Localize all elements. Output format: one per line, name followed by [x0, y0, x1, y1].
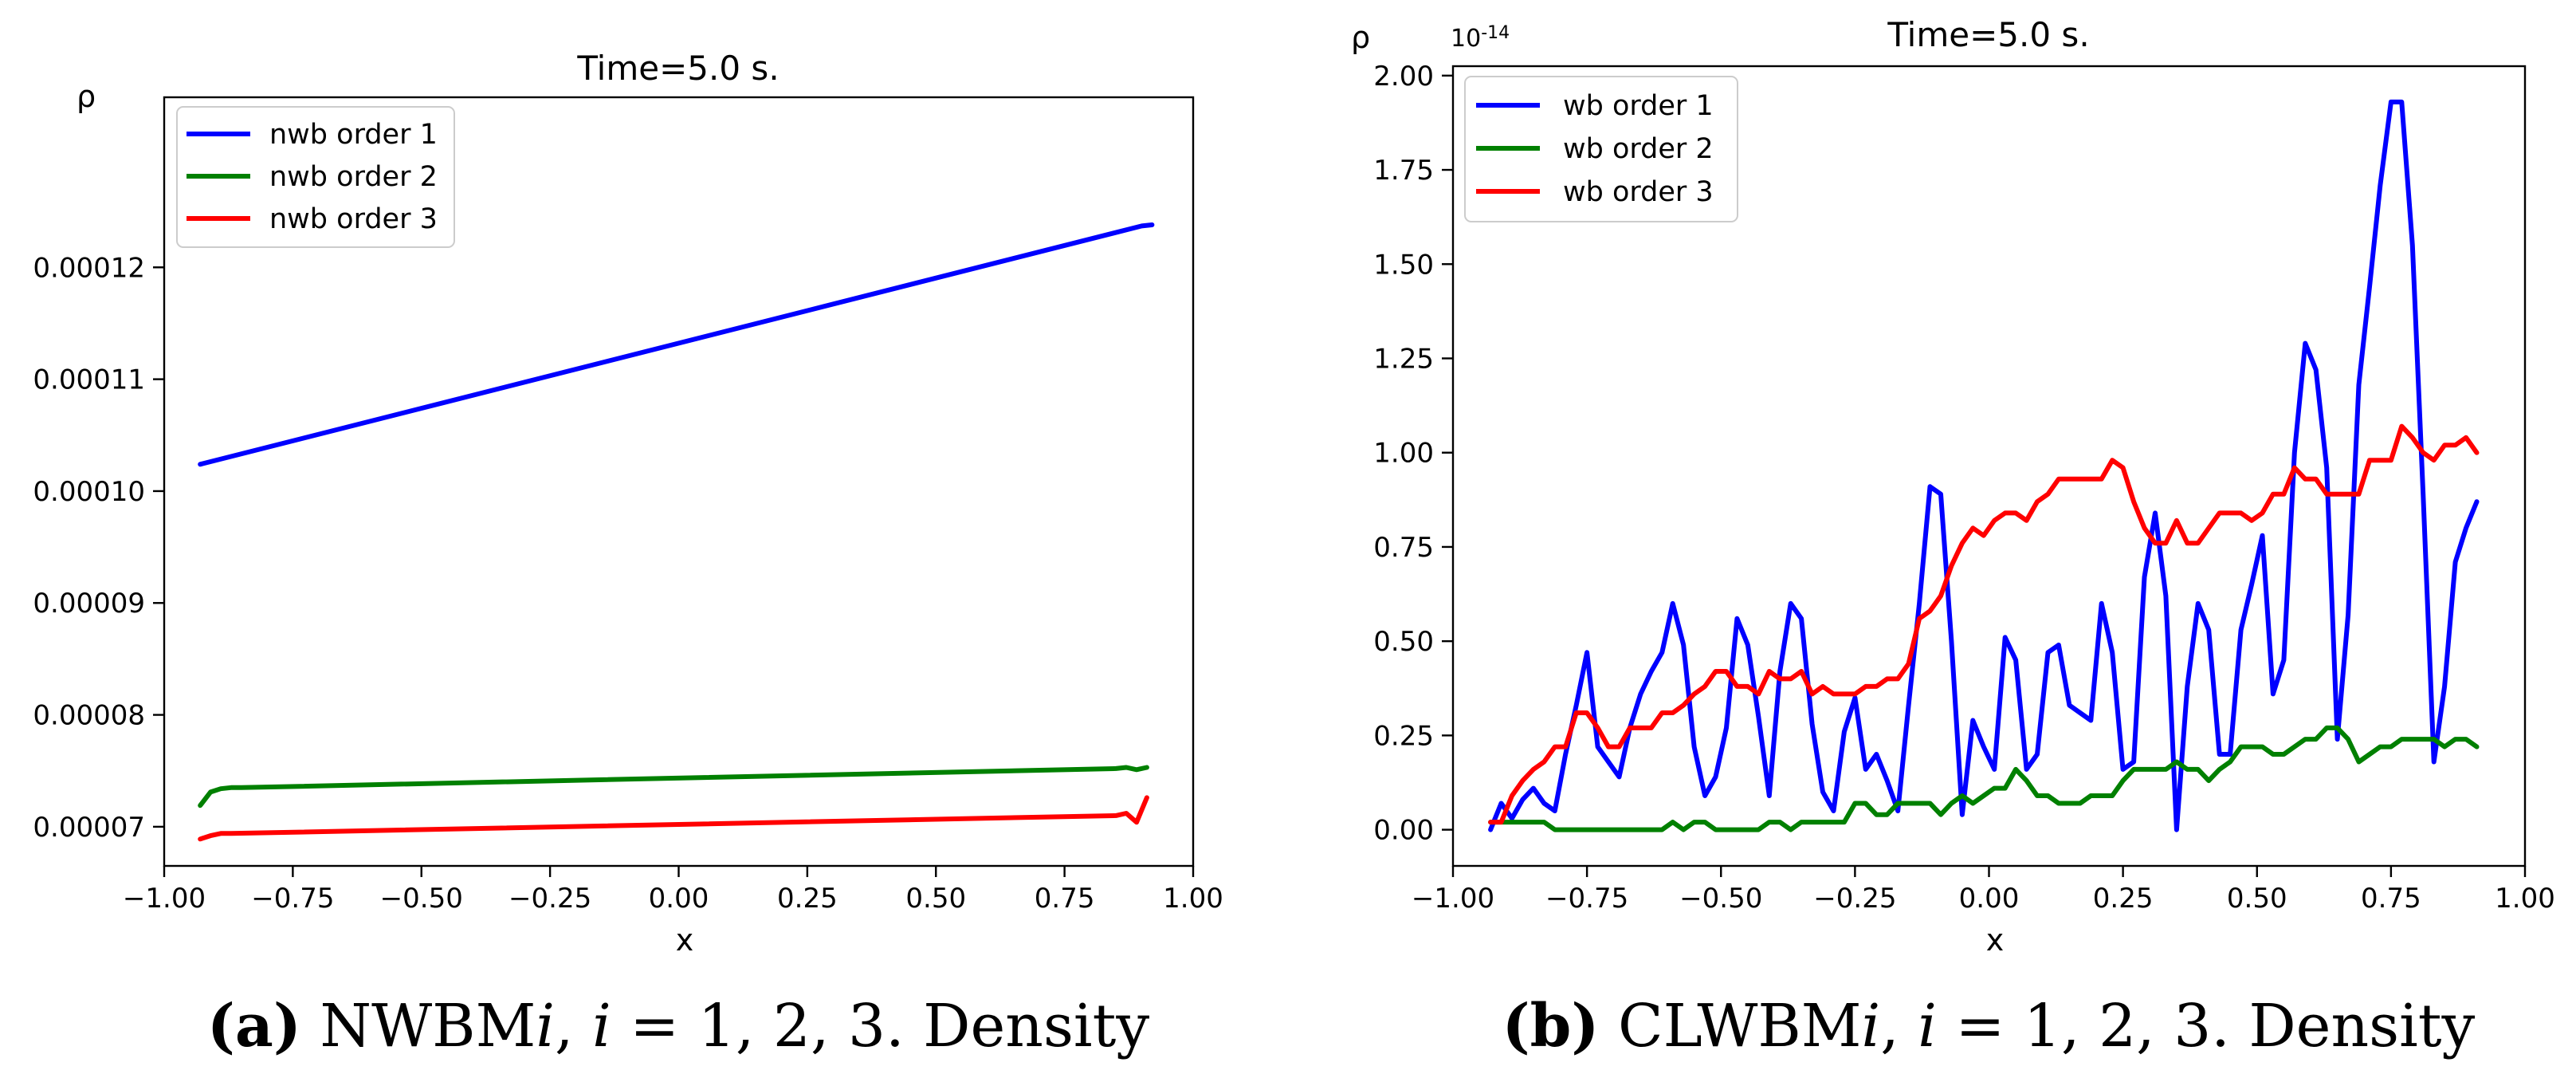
panel-a-y-label: ρ — [77, 79, 96, 114]
caption-b-label: (b) — [1502, 992, 1600, 1060]
x-tick-label: −1.00 — [1412, 883, 1494, 915]
y-tick-label: 0.00007 — [33, 812, 145, 844]
panel-b-offset-base: 10 — [1451, 25, 1481, 53]
legend-label-wb-order-3: wb order 3 — [1563, 176, 1714, 208]
panel-a-x-ticks: −1.00 −0.75 −0.50 −0.25 0.00 0.25 0.50 0.75 1.00 — [123, 866, 1223, 915]
y-tick-label: 0.25 — [1373, 720, 1434, 752]
caption-b-var: i — [1862, 992, 1881, 1060]
x-tick-label: −0.75 — [251, 883, 334, 915]
y-tick-label: 2.00 — [1373, 61, 1434, 92]
x-tick-label: 0.75 — [2361, 883, 2421, 915]
legend-label-nwb-order-3: nwb order 3 — [269, 203, 438, 235]
x-tick-label: −0.25 — [1813, 883, 1896, 915]
panel-b-y-label: ρ — [1351, 20, 1370, 55]
panel-b-legend-frame — [1464, 76, 1738, 222]
x-tick-label: −0.75 — [1545, 883, 1628, 915]
series-line-wb-order-3 — [1488, 423, 2480, 825]
caption-b-space — [1599, 992, 1618, 1060]
panel-b-legend: wb order 1 wb order 2 wb order 3 — [1464, 76, 1738, 222]
x-tick-label: 0.00 — [649, 883, 709, 915]
series-line-nwb-order-2 — [198, 765, 1149, 808]
panel-b-series — [1488, 99, 2480, 832]
x-tick-label: 1.00 — [2495, 883, 2555, 915]
caption-a: (a) NWBMi, i = 1, 2, 3. Density — [207, 992, 1149, 1060]
caption-b-prefix: CLWBM — [1618, 992, 1862, 1060]
y-tick-label: 1.00 — [1373, 438, 1434, 470]
y-tick-label: 1.25 — [1373, 343, 1434, 375]
panel-b: −1.00 −0.75 −0.50 −0.25 0.00 0.25 0.50 0.75 1.00… — [1351, 15, 2555, 958]
panel-a-y-ticks: 0.00007 0.00008 0.00009 0.00010 0.00011 0.000… — [33, 252, 164, 844]
legend-label-nwb-order-2: nwb order 2 — [269, 161, 438, 193]
panel-b-x-ticks: −1.00 −0.75 −0.50 −0.25 0.00 0.25 0.50 0.75 1.00 — [1412, 866, 2555, 915]
panel-b-offset-exponent: -14 — [1481, 23, 1510, 43]
series-line-wb-order-2 — [1488, 725, 2480, 832]
caption-b-var2: i — [1918, 992, 1937, 1060]
x-tick-label: 0.25 — [2093, 883, 2154, 915]
caption-a-var2: i — [592, 992, 611, 1060]
y-tick-label: 0.00 — [1373, 815, 1434, 847]
caption-a-label: (a) — [207, 992, 301, 1060]
y-tick-label: 0.00008 — [33, 700, 145, 732]
panel-b-offset-text: 10-14 — [1451, 23, 1510, 53]
caption-a-prefix: NWBM — [320, 992, 536, 1060]
caption-a-mid: , — [555, 992, 592, 1060]
panel-b-title: Time=5.0 s. — [1887, 15, 2089, 54]
y-tick-label: 0.50 — [1373, 626, 1434, 658]
x-tick-label: −1.00 — [123, 883, 206, 915]
series-line-wb-order-1 — [1488, 99, 2480, 832]
x-tick-label: 0.00 — [1959, 883, 2020, 915]
legend-label-wb-order-2: wb order 2 — [1563, 133, 1714, 165]
x-tick-label: 0.25 — [777, 883, 838, 915]
x-tick-label: −0.50 — [1679, 883, 1762, 915]
panel-a-legend-frame — [176, 106, 455, 248]
y-tick-label: 1.75 — [1373, 155, 1434, 187]
panel-a-series — [198, 222, 1155, 842]
caption-b-mid: , — [1880, 992, 1918, 1060]
y-tick-label: 1.50 — [1373, 249, 1434, 281]
caption-a-var: i — [536, 992, 555, 1060]
caption-b-suffix: = 1, 2, 3. Density — [1937, 992, 2476, 1060]
series-line-nwb-order-3 — [198, 795, 1149, 842]
panel-b-x-label: x — [1986, 923, 2005, 958]
panel-a-legend: nwb order 1 nwb order 2 nwb order 3 — [176, 106, 455, 248]
x-tick-label: 0.75 — [1035, 883, 1095, 915]
y-tick-label: 0.00009 — [33, 588, 145, 620]
series-line-nwb-order-1 — [198, 222, 1155, 467]
y-tick-label: 0.00010 — [33, 476, 145, 508]
legend-label-wb-order-1: wb order 1 — [1563, 90, 1714, 122]
panel-b-y-ticks: 0.00 0.25 0.50 0.75 1.00 1.25 1.50 1.75 2.00 — [1373, 61, 1453, 847]
panel-a-title: Time=5.0 s. — [576, 49, 779, 88]
legend-label-nwb-order-1: nwb order 1 — [269, 119, 438, 151]
x-tick-label: −0.50 — [380, 883, 463, 915]
panel-a-x-label: x — [676, 923, 694, 958]
caption-a-suffix: = 1, 2, 3. Density — [611, 992, 1150, 1060]
x-tick-label: 0.50 — [2227, 883, 2287, 915]
caption-a-space — [301, 992, 320, 1060]
y-tick-label: 0.75 — [1373, 532, 1434, 564]
x-tick-label: −0.25 — [509, 883, 591, 915]
y-tick-label: 0.00011 — [33, 364, 145, 396]
x-tick-label: 0.50 — [905, 883, 966, 915]
y-tick-label: 0.00012 — [33, 252, 145, 284]
x-tick-label: 1.00 — [1163, 883, 1223, 915]
panel-a: −1.00 −0.75 −0.50 −0.25 0.00 0.25 0.50 0.75 1.00… — [33, 49, 1223, 958]
caption-b: (b) CLWBMi, i = 1, 2, 3. Density — [1502, 992, 2476, 1060]
